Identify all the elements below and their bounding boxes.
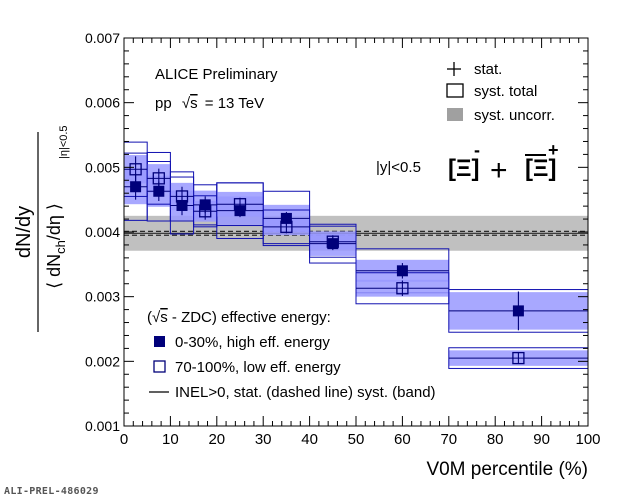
x-tick-label-10: 100 <box>575 431 600 448</box>
ticks-layer: 0 10 20 30 40 50 60 70 80 90 100 0.001 0.002 0.003 0.0… <box>85 30 601 448</box>
chart-title: ALICE Preliminary <box>155 66 278 83</box>
marker-low-eff-2 <box>175 190 189 203</box>
y-tick-label-2: 0.003 <box>85 289 120 305</box>
legend-low-eff-label: 70-100%, low eff. energy <box>175 359 341 376</box>
marker-high-eff-2 <box>176 199 188 211</box>
marker-high-eff-6 <box>327 238 339 250</box>
marker-low-eff-7 <box>396 282 409 295</box>
legend-bottom-header: (√s - ZDC) effective energy: <box>147 309 331 326</box>
y-tick-label-5: 0.006 <box>85 95 120 111</box>
y-tick-label-1: 0.002 <box>85 353 120 369</box>
x-tick-label-2: 20 <box>208 431 225 448</box>
legend-top: stat. syst. total syst. uncorr. <box>446 61 555 124</box>
y-axis-title: dN/dy ⟨ dNch/dη ⟩ |η|<0.5 <box>13 125 70 332</box>
x-tick-label-6: 60 <box>394 431 411 448</box>
marker-low-eff-3 <box>199 205 212 218</box>
legend-syst-uncorr-symbol <box>447 108 463 121</box>
marker-low-eff-8 <box>512 351 525 365</box>
marker-high-eff-0 <box>130 181 142 193</box>
y-axis-den-open: ⟨ dN <box>44 254 64 289</box>
collision-system-label: pp √s = 13 TeV <box>155 95 264 112</box>
x-tick-label-0: 0 <box>120 431 128 448</box>
legend-header-open: ( <box>147 309 152 326</box>
marker-high-eff-4 <box>234 205 246 217</box>
x-axis-title: V0M percentile (%) <box>426 459 588 480</box>
particle-label-xi-plus: [Ξ] <box>525 155 556 182</box>
sqrt-argument: s <box>190 95 198 112</box>
marker-high-eff-1 <box>153 185 165 197</box>
particle-label-xi-minus: [Ξ] <box>448 155 479 182</box>
x-tick-label-5: 50 <box>348 431 365 448</box>
particle-label-plus: + <box>490 154 508 187</box>
legend-high-eff-label: 0-30%, high eff. energy <box>175 334 330 351</box>
legend-filled-square-symbol <box>154 336 165 347</box>
legend-header-sqrt-sign: √ <box>152 309 161 326</box>
markers-layer <box>129 163 525 365</box>
legend-header-sqrt-arg: s <box>160 309 168 326</box>
x-tick-label-3: 30 <box>255 431 272 448</box>
collision-system: pp <box>155 95 172 112</box>
y-tick-label-3: 0.004 <box>85 224 120 240</box>
legend-syst-total-label: syst. total <box>474 83 537 100</box>
y-tick-label-6: 0.007 <box>85 30 120 46</box>
y-axis-den-close: /dη ⟩ <box>44 203 64 240</box>
legend-syst-total-symbol <box>446 83 464 98</box>
marker-low-eff-0 <box>129 163 142 176</box>
marker-high-eff-5 <box>280 212 292 224</box>
marker-high-eff-3 <box>199 199 211 211</box>
marker-low-eff-1 <box>152 172 165 185</box>
x-tick-label-1: 10 <box>162 431 179 448</box>
y-tick-label-4: 0.005 <box>85 159 120 175</box>
legend-bottom: (√s - ZDC) effective energy: 0-30%, high… <box>147 309 436 401</box>
marker-high-eff-7 <box>396 265 408 277</box>
y-axis-den-sub: ch <box>53 240 68 254</box>
x-tick-label-8: 80 <box>487 431 504 448</box>
rapidity-label: |y|<0.5 <box>376 159 421 176</box>
figure-id: ALI-PREL-486029 <box>4 486 99 497</box>
particle-label-sup-minus: - <box>474 140 480 160</box>
y-axis-numerator: dN/dy <box>13 206 35 258</box>
y-tick-label-0: 0.001 <box>85 418 120 434</box>
legend-inel-label: INEL>0, stat. (dashed line) syst. (band) <box>175 384 436 401</box>
marker-low-eff-5 <box>280 220 293 233</box>
x-tick-label-7: 70 <box>440 431 457 448</box>
energy-value: = 13 TeV <box>205 95 264 112</box>
particle-label-sup-plus: + <box>548 140 559 160</box>
legend-header-rest: - ZDC) effective energy: <box>168 309 331 326</box>
legend-stat-label: stat. <box>474 61 502 78</box>
x-tick-label-4: 40 <box>301 431 318 448</box>
sqrt-sign: √ <box>182 95 191 112</box>
x-tick-label-9: 90 <box>533 431 550 448</box>
legend-syst-uncorr-label: syst. uncorr. <box>474 107 555 124</box>
y-axis-denominator: ⟨ dNch/dη ⟩ <box>44 203 68 289</box>
y-axis-subscript: |η|<0.5 <box>58 125 70 159</box>
legend-open-square-symbol <box>153 360 166 373</box>
marker-high-eff-8 <box>512 305 524 317</box>
marker-low-eff-4 <box>233 198 247 211</box>
marker-low-eff-6 <box>326 235 339 248</box>
